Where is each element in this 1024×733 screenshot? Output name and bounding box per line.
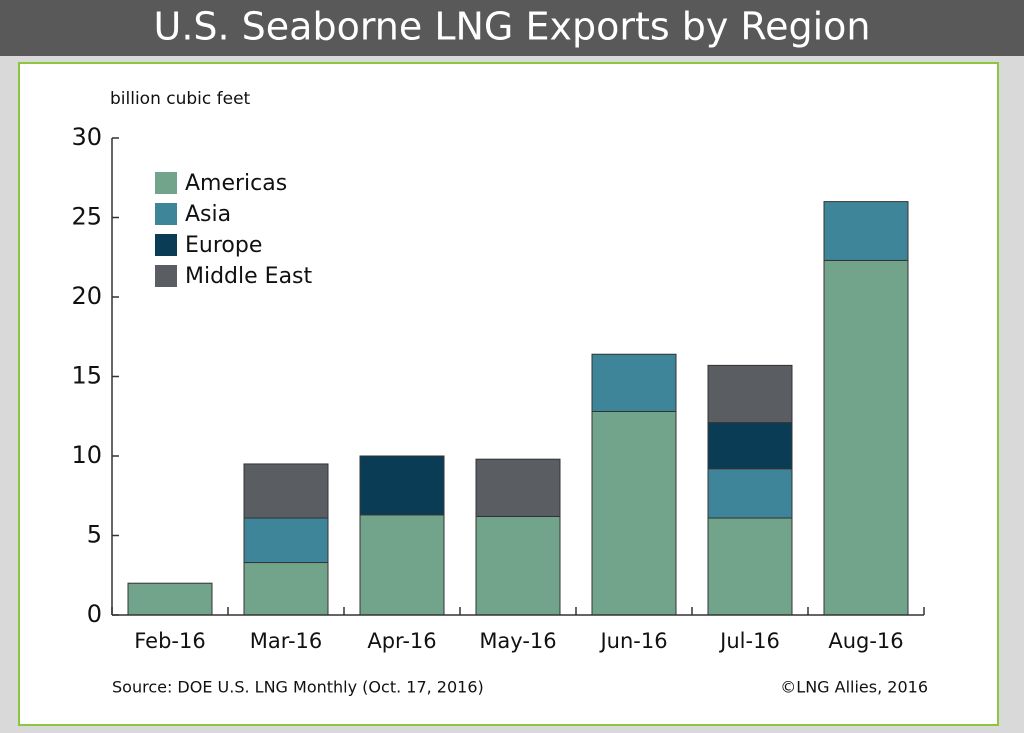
legend-label: Americas	[185, 171, 287, 196]
bar-segment	[823, 259, 909, 616]
legend-swatch	[155, 172, 177, 194]
chart-title: U.S. Seaborne LNG Exports by Region	[154, 5, 871, 49]
legend-label: Europe	[185, 233, 262, 258]
bar-segment	[475, 458, 561, 517]
bar-segment	[359, 455, 445, 516]
bar-segment	[475, 515, 561, 616]
legend-label: Asia	[185, 202, 231, 227]
y-tick-label: 30	[71, 123, 102, 151]
bar-segment	[127, 582, 213, 616]
bar-segment	[823, 201, 909, 261]
x-tick-label: May-16	[479, 629, 556, 653]
x-tick-label: Aug-16	[828, 629, 903, 653]
y-tick-label: 20	[71, 282, 102, 310]
bar-segment	[243, 463, 329, 519]
bar-segment	[707, 468, 793, 519]
bar-segment	[707, 422, 793, 470]
x-tick-label: Jun-16	[598, 629, 667, 653]
bar-segment	[707, 364, 793, 424]
bar-segment	[243, 562, 329, 616]
x-tick-label: Jul-16	[718, 629, 780, 653]
x-tick-label: Apr-16	[367, 629, 436, 653]
bar-segment	[359, 514, 445, 616]
bar-segment	[591, 410, 677, 616]
title-bar	[0, 0, 1024, 56]
credit: ©LNG Allies, 2016	[780, 678, 928, 697]
bar-segment	[707, 517, 793, 616]
legend-swatch	[155, 203, 177, 225]
y-tick-label: 15	[71, 362, 102, 390]
x-tick-label: Feb-16	[134, 629, 205, 653]
legend-swatch	[155, 265, 177, 287]
y-axis-label: billion cubic feet	[110, 89, 251, 109]
legend-label: Middle East	[185, 264, 313, 289]
y-tick-label: 0	[87, 600, 102, 628]
y-tick-label: 5	[87, 521, 102, 549]
y-tick-label: 10	[71, 441, 102, 469]
bar-segment	[591, 353, 677, 412]
y-tick-label: 25	[71, 203, 102, 231]
x-tick-label: Mar-16	[250, 629, 323, 653]
legend-swatch	[155, 234, 177, 256]
bar-segment	[243, 517, 329, 564]
source: Source: DOE U.S. LNG Monthly (Oct. 17, 2…	[112, 678, 484, 697]
